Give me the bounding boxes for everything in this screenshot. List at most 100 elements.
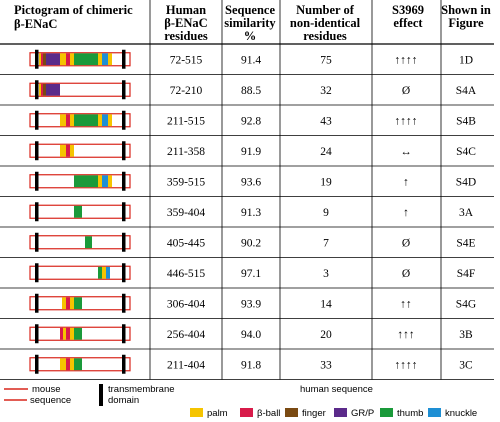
nonidentical-cell: 33 — [320, 359, 332, 371]
human-segment-beta-ball — [66, 114, 70, 127]
header-residues-line1: Human — [166, 3, 206, 17]
mouse-sequence-bar — [29, 265, 131, 280]
human-segment-thumb — [74, 114, 98, 127]
residues-cell: 211-515 — [167, 115, 205, 127]
effect-cell: ↔ — [400, 146, 412, 158]
legend-swatch-finger — [285, 408, 298, 417]
header-residues-line2: β-ENaC — [164, 16, 207, 30]
residues-cell: 72-515 — [170, 54, 203, 66]
header-similarity-line2: similarity — [224, 16, 276, 30]
residues-cell: 211-358 — [167, 146, 205, 158]
effect-cell: ↑↑↑↑ — [395, 115, 418, 127]
human-segment-beta-ball — [41, 53, 43, 66]
human-segment-palm — [98, 114, 102, 127]
similarity-cell: 97.1 — [241, 268, 261, 280]
legend-transmembrane-bar — [99, 384, 103, 406]
mouse-sequence-bar — [29, 143, 131, 158]
transmembrane-domain-2 — [122, 110, 126, 130]
human-segment-palm — [60, 114, 66, 127]
human-segment-palm — [39, 53, 41, 66]
residues-cell: 256-404 — [167, 329, 206, 341]
human-segment-palm — [70, 144, 74, 157]
human-segment-knuckle — [106, 266, 110, 279]
table-row: 211-515 92.8 43 ↑↑↑↑ S4B — [29, 110, 476, 130]
figure-cell: S4D — [456, 176, 476, 188]
human-segment-grp — [46, 83, 60, 96]
legend-item-palm-label: palm — [207, 408, 228, 419]
table-row: 359-515 93.6 19 ↑ S4D — [29, 171, 476, 191]
transmembrane-domain-2 — [122, 49, 126, 69]
legend: mouse sequence transmembrane domain huma… — [4, 384, 477, 419]
human-segment-palm — [108, 114, 112, 127]
transmembrane-domain-2 — [122, 293, 126, 313]
human-segment-knuckle — [102, 53, 108, 66]
header-residues-line3: residues — [164, 29, 208, 43]
human-segment-palm — [60, 358, 66, 371]
human-segment-palm — [70, 114, 74, 127]
human-segment-palm — [62, 297, 66, 310]
figure-cell: S4B — [456, 115, 476, 127]
effect-cell: ↑↑↑↑ — [395, 54, 418, 66]
similarity-cell: 92.8 — [241, 115, 261, 127]
legend-swatch-knuckle — [428, 408, 441, 417]
legend-items: palm β-ball finger GR/P thumb knuckle — [190, 408, 477, 419]
human-segment-knuckle — [102, 114, 108, 127]
header-effect-line2: effect — [393, 16, 423, 30]
human-segment-beta-ball — [66, 327, 70, 340]
human-segment-palm — [108, 175, 112, 188]
effect-cell: Ø — [402, 237, 410, 249]
transmembrane-domain-2 — [122, 263, 126, 283]
figure-cell: 3C — [459, 359, 473, 371]
header-pictogram-line1: Pictogram of chimeric — [14, 3, 133, 17]
human-segment-palm — [70, 53, 74, 66]
nonidentical-cell: 75 — [320, 54, 332, 66]
legend-sequence-label: sequence — [30, 395, 71, 406]
nonidentical-cell: 19 — [320, 176, 332, 188]
transmembrane-domain-1 — [35, 171, 39, 191]
effect-cell: ↑↑↑↑ — [395, 359, 418, 371]
transmembrane-domain-2 — [122, 324, 126, 344]
effect-cell: ↑ — [403, 176, 409, 188]
table-row: 306-404 93.9 14 ↑↑ S4G — [29, 293, 476, 313]
human-segment-palm — [70, 358, 74, 371]
human-segment-palm — [108, 53, 112, 66]
legend-item-thumb-label: thumb — [397, 408, 423, 419]
human-segment-beta-ball — [60, 327, 63, 340]
residues-cell: 306-404 — [167, 298, 206, 310]
nonidentical-cell: 7 — [323, 237, 329, 249]
nonidentical-cell: 24 — [320, 146, 332, 158]
nonidentical-cell: 32 — [320, 85, 332, 97]
header-figure-line2: Figure — [448, 16, 484, 30]
residues-cell: 211-404 — [167, 359, 205, 371]
table-row: 256-404 94.0 20 ↑↑↑ 3B — [29, 324, 473, 344]
legend-swatch-thumb — [380, 408, 393, 417]
human-segment-palm — [63, 327, 66, 340]
legend-domain-label: domain — [108, 395, 139, 406]
human-segment-palm — [102, 266, 106, 279]
residues-cell: 359-515 — [167, 176, 206, 188]
table-row: 446-515 97.1 3 Ø S4F — [29, 263, 475, 283]
effect-cell: Ø — [402, 268, 410, 280]
legend-item-grp-label: GR/P — [351, 408, 374, 419]
human-segment-grp — [46, 53, 60, 66]
transmembrane-domain-1 — [35, 202, 39, 222]
human-segment-finger — [43, 83, 46, 96]
similarity-cell: 91.9 — [241, 146, 261, 158]
human-segment-thumb — [74, 358, 82, 371]
transmembrane-domain-1 — [35, 263, 39, 283]
figure-cell: S4A — [456, 85, 477, 97]
figure-cell: 1D — [459, 54, 473, 66]
transmembrane-domain-2 — [122, 354, 126, 374]
similarity-cell: 93.9 — [241, 298, 261, 310]
human-segment-thumb — [74, 175, 98, 188]
human-segment-palm — [70, 297, 74, 310]
table-row: 211-404 91.8 33 ↑↑↑↑ 3C — [29, 354, 473, 374]
transmembrane-domain-1 — [35, 354, 39, 374]
header-effect-line1: S3969 — [392, 3, 424, 17]
nonidentical-cell: 43 — [320, 115, 332, 127]
transmembrane-domain-1 — [35, 232, 39, 252]
transmembrane-domain-1 — [35, 80, 39, 100]
header-similarity-line1: Sequence — [225, 3, 275, 17]
nonidentical-cell: 3 — [323, 268, 329, 280]
